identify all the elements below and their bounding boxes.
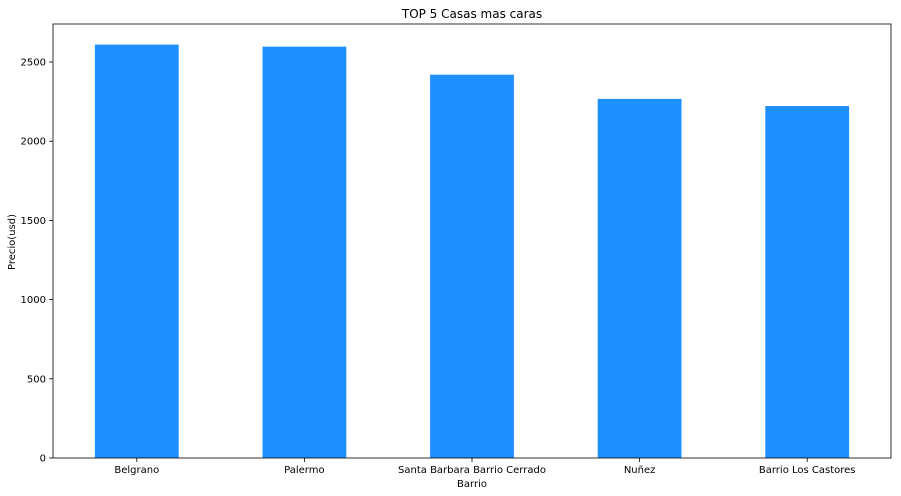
- y-tick-label-0: 0: [40, 454, 46, 465]
- y-tick-label-2000: 2000: [21, 137, 46, 148]
- y-axis-label: Precio(usd): [7, 214, 18, 270]
- bar-santa-barbara-barrio-cerrado: [430, 74, 514, 459]
- bar-nunez: [597, 98, 682, 458]
- y-tick-label-500: 500: [27, 374, 46, 385]
- x-tick-label-santa-barbara-barrio-cerrado: Santa Barbara Barrio Cerrado: [398, 465, 546, 476]
- x-tick-label-palermo: Palermo: [284, 465, 324, 476]
- y-tick-label-2500: 2500: [21, 58, 46, 69]
- x-axis-label: Barrio: [457, 479, 487, 490]
- y-tick-label-1500: 1500: [21, 216, 46, 227]
- bar-belgrano: [94, 44, 179, 458]
- bar-barrio-los-castores: [765, 106, 850, 459]
- y-tick-label-1000: 1000: [21, 295, 46, 306]
- x-tick-label-nunez: Nuñez: [624, 465, 656, 476]
- plot-area: Belgrano Palermo Santa Barbara Barrio Cerr…: [21, 23, 892, 476]
- chart-title: TOP 5 Casas mas caras: [401, 7, 542, 21]
- x-tick-label-belgrano: Belgrano: [114, 465, 159, 476]
- x-tick-label-barrio-los-castores: Barrio Los Castores: [759, 465, 856, 476]
- bar-palermo: [262, 46, 347, 459]
